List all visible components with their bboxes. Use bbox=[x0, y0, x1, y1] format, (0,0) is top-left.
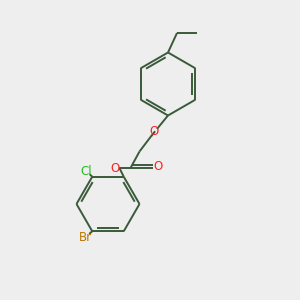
Text: Cl: Cl bbox=[80, 164, 92, 178]
Text: O: O bbox=[150, 125, 159, 139]
Text: O: O bbox=[154, 160, 163, 173]
Text: O: O bbox=[111, 161, 120, 175]
Text: Br: Br bbox=[79, 231, 92, 244]
